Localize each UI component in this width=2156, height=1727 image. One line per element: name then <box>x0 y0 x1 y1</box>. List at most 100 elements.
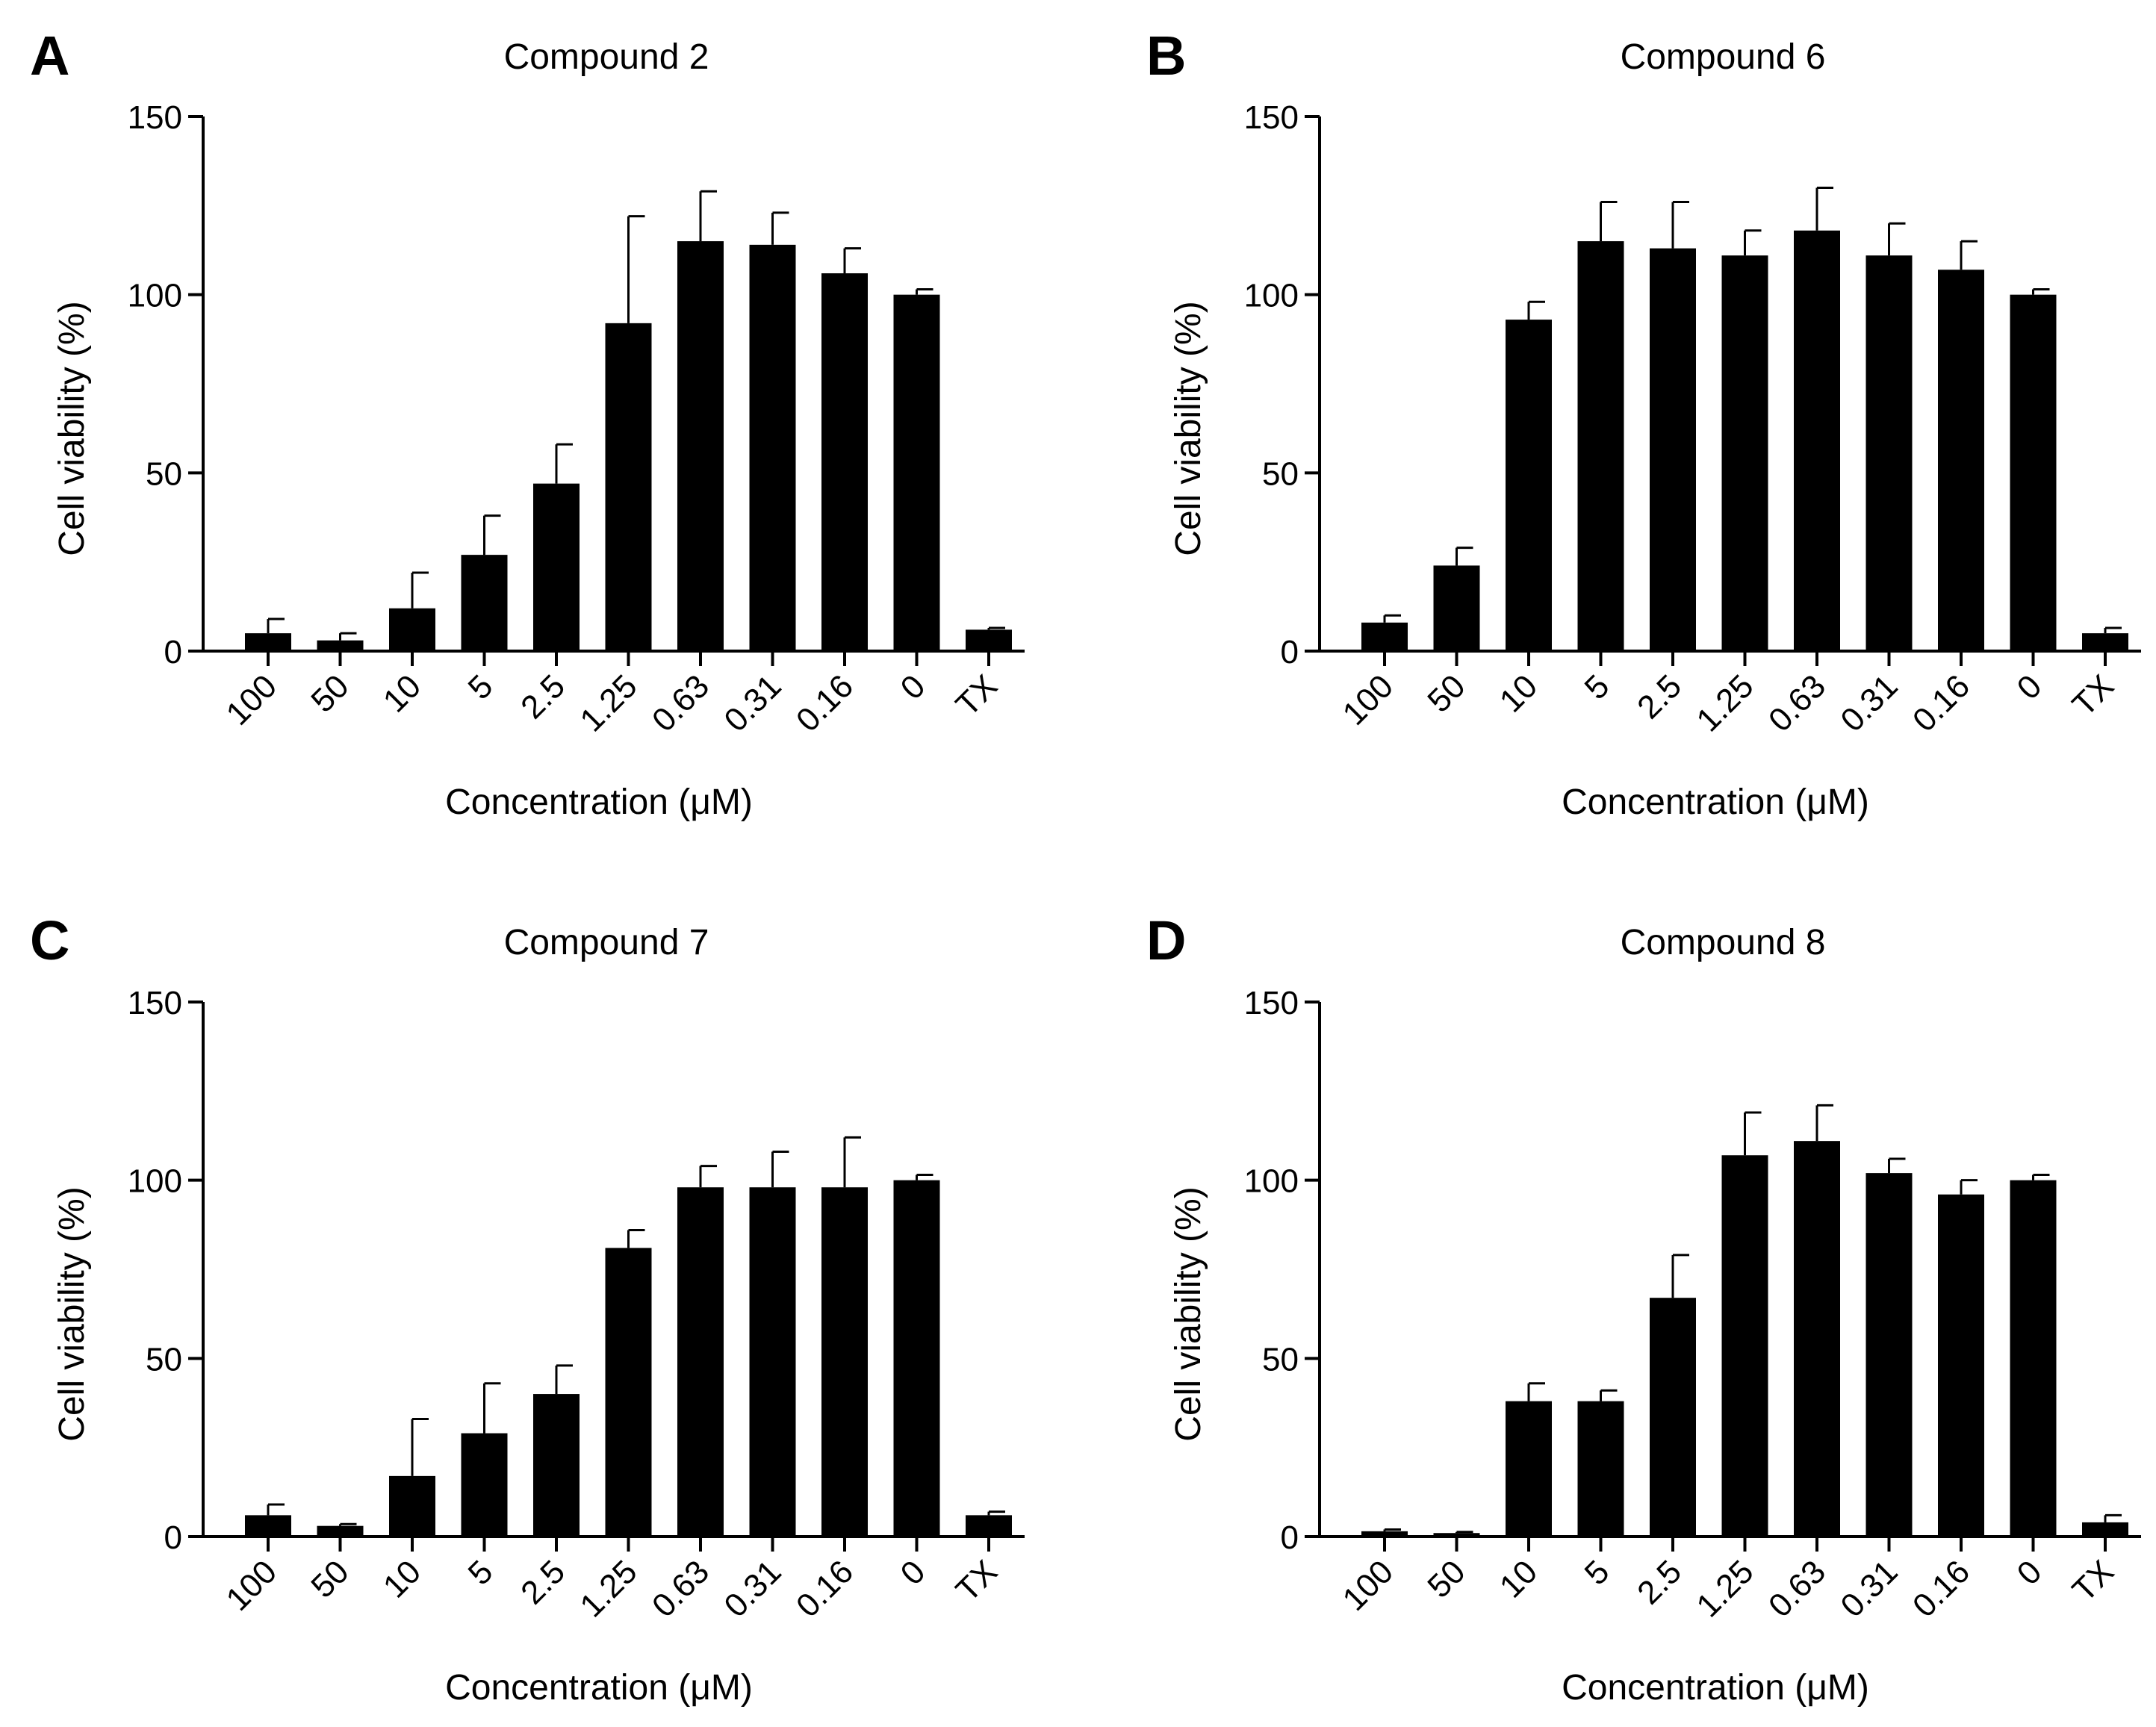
bar <box>749 1187 796 1537</box>
x-tick-label: 100 <box>1336 668 1401 732</box>
error-bar <box>1888 1157 1906 1174</box>
bar <box>317 1525 364 1537</box>
bar <box>1650 248 1696 651</box>
bar <box>245 633 291 651</box>
bar <box>1577 1401 1624 1537</box>
error-bar <box>843 247 861 274</box>
error-bar <box>339 632 357 641</box>
y-tick-label: 50 <box>146 1341 182 1378</box>
bar <box>605 323 652 651</box>
x-tick-label: 10 <box>1493 1553 1544 1605</box>
bar <box>605 1248 652 1537</box>
error-bar <box>555 1364 573 1395</box>
y-axis-label: Cell viability (%) <box>52 301 92 556</box>
x-tick-label: 50 <box>304 1553 355 1605</box>
error-bar <box>411 571 429 609</box>
bar <box>1506 1401 1552 1537</box>
y-tick-label: 100 <box>1244 1163 1299 1200</box>
error-bar <box>1744 1111 1762 1156</box>
panel-letter: A <box>30 25 69 87</box>
error-bar <box>987 1510 1005 1516</box>
bar <box>1650 1298 1696 1537</box>
bar <box>1433 565 1480 651</box>
error-bar <box>1671 201 1689 249</box>
x-axis-label: Concentration (μM) <box>445 1668 753 1708</box>
panel-letter: C <box>30 909 69 971</box>
x-tick-label: 2.5 <box>514 668 572 726</box>
bar <box>1794 1141 1840 1537</box>
x-tick-label: 1.25 <box>1689 668 1760 738</box>
bar <box>1433 1533 1480 1537</box>
y-tick-label: 50 <box>1262 455 1299 492</box>
y-tick-label: 100 <box>128 1163 182 1200</box>
x-axis-label: Concentration (μM) <box>445 782 753 822</box>
error-bar <box>1527 1382 1545 1401</box>
x-tick-label: 100 <box>1336 1553 1401 1618</box>
x-tick-label: 2.5 <box>1630 1553 1689 1611</box>
bar <box>1506 320 1552 651</box>
x-axis-label: Concentration (μM) <box>1562 782 1869 822</box>
bar <box>749 244 796 652</box>
bar <box>1865 1173 1913 1537</box>
x-tick-label: TX <box>949 668 1004 723</box>
error-bar <box>1671 1254 1689 1298</box>
bar <box>893 294 940 651</box>
y-tick-label: 0 <box>164 1519 182 1556</box>
error-bar <box>339 1522 357 1526</box>
x-tick-label: 5 <box>462 668 500 706</box>
y-tick-label: 150 <box>128 99 182 136</box>
bar <box>1794 230 1840 651</box>
bar <box>966 629 1012 651</box>
panel-letter: D <box>1146 909 1186 971</box>
bar <box>245 1515 291 1537</box>
bar <box>1361 622 1408 651</box>
x-tick-label: TX <box>949 1553 1004 1608</box>
error-bar <box>267 617 285 634</box>
bar <box>317 640 364 651</box>
error-bar <box>1600 201 1618 242</box>
x-tick-label: 0.31 <box>1833 1553 1904 1624</box>
error-bar <box>2032 1174 2050 1180</box>
bar <box>1721 1155 1768 1537</box>
bar <box>821 273 868 651</box>
error-bar <box>1888 222 1906 256</box>
y-tick-label: 0 <box>164 634 182 670</box>
x-tick-label: 0.16 <box>1906 668 1977 738</box>
error-bar <box>411 1417 429 1476</box>
y-tick-label: 150 <box>128 985 182 1021</box>
x-tick-label: 1.25 <box>573 668 644 738</box>
bar <box>2082 633 2128 651</box>
error-bar <box>1960 240 1978 270</box>
x-tick-label: 1.25 <box>573 1553 644 1624</box>
x-tick-label: 0 <box>2010 668 2049 706</box>
x-tick-label: 50 <box>1420 1553 1472 1605</box>
error-bar <box>2104 1513 2122 1522</box>
bar <box>821 1187 868 1537</box>
x-tick-label: 0.31 <box>717 1553 788 1624</box>
bar <box>2010 1180 2057 1537</box>
x-tick-label: 1.25 <box>1689 1553 1760 1624</box>
x-tick-label: 50 <box>1420 668 1472 719</box>
x-tick-label: 0.16 <box>789 1553 860 1624</box>
x-tick-label: 0.63 <box>645 1553 716 1624</box>
bar <box>533 483 580 651</box>
x-tick-label: 0 <box>894 1553 933 1592</box>
error-bar <box>699 1165 717 1188</box>
panel-letter: B <box>1146 25 1186 87</box>
bar <box>1721 255 1768 651</box>
error-bar <box>1456 547 1473 566</box>
bar <box>1938 1194 1984 1537</box>
chart-title: Compound 2 <box>504 37 709 77</box>
error-bar <box>916 1174 933 1180</box>
error-bar <box>483 1382 501 1434</box>
y-axis-label: Cell viability (%) <box>52 1186 92 1441</box>
x-tick-label: TX <box>2066 668 2121 723</box>
x-tick-label: 0.63 <box>645 668 716 738</box>
y-tick-label: 50 <box>146 455 182 492</box>
x-tick-label: 0.31 <box>717 668 788 738</box>
y-tick-label: 150 <box>1244 985 1299 1021</box>
bar <box>2010 294 2057 651</box>
